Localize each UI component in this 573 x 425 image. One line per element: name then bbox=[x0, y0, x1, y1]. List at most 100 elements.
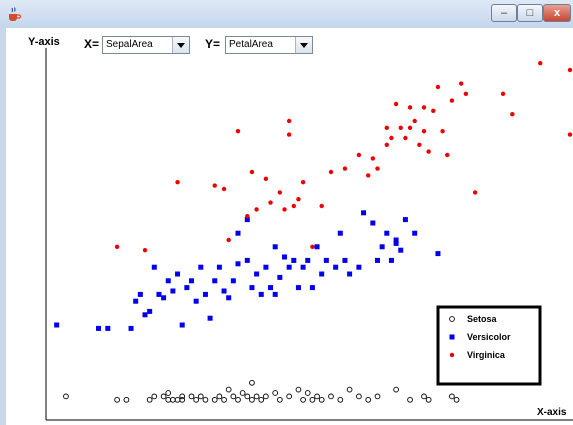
virginica-point bbox=[277, 190, 283, 195]
versicolor-point bbox=[272, 291, 278, 297]
close-button[interactable]: x bbox=[543, 4, 571, 22]
versicolor-point bbox=[235, 261, 241, 267]
virginica-point bbox=[310, 244, 315, 249]
virginica-point bbox=[245, 214, 250, 219]
virginica-point bbox=[300, 180, 306, 185]
setosa-point bbox=[277, 396, 283, 403]
versicolor-point bbox=[151, 264, 157, 270]
setosa-point bbox=[123, 396, 130, 403]
versicolor-point bbox=[388, 257, 394, 263]
virginica-point bbox=[212, 183, 217, 188]
y-attribute-select[interactable]: PetalArea bbox=[225, 36, 313, 54]
virginica-point bbox=[366, 173, 371, 178]
versicolor-point bbox=[142, 312, 148, 318]
virginica-point bbox=[426, 149, 431, 154]
setosa-point bbox=[272, 390, 279, 396]
setosa-point bbox=[249, 396, 255, 403]
virginica-point bbox=[221, 186, 227, 192]
versicolor-point bbox=[221, 288, 227, 294]
setosa-point bbox=[235, 396, 241, 403]
x-attribute-select[interactable]: SepalArea bbox=[102, 36, 190, 54]
setosa-point bbox=[174, 396, 181, 403]
virginica-point bbox=[412, 118, 417, 124]
virginica-point bbox=[268, 200, 273, 205]
virginica-point bbox=[407, 105, 413, 110]
virginica-point bbox=[421, 105, 427, 110]
virginica-point bbox=[175, 180, 180, 185]
versicolor-point bbox=[249, 285, 255, 291]
versicolor-point bbox=[314, 244, 320, 250]
virginica-point bbox=[263, 176, 269, 181]
versicolor-point bbox=[375, 257, 380, 263]
setosa-point bbox=[239, 390, 246, 396]
virginica-point bbox=[435, 84, 441, 90]
virginica-point bbox=[567, 67, 573, 73]
virginica-point bbox=[463, 91, 469, 97]
versicolor-point bbox=[282, 254, 287, 260]
versicolor-point bbox=[254, 271, 260, 277]
y-attribute-value: PetalArea bbox=[229, 39, 273, 50]
versicolor-point bbox=[384, 230, 390, 236]
x-axis-title: X-axis bbox=[537, 407, 567, 418]
setosa-point bbox=[221, 396, 227, 403]
versicolor-point bbox=[96, 325, 101, 331]
chevron-down-icon[interactable] bbox=[295, 37, 312, 53]
minimize-button[interactable]: – bbox=[491, 4, 517, 22]
versicolor-point bbox=[342, 257, 348, 263]
versicolor-point bbox=[398, 247, 404, 253]
virginica-point bbox=[459, 81, 464, 86]
setosa-point bbox=[365, 396, 372, 403]
legend-versicolor-marker bbox=[449, 334, 455, 340]
versicolor-point bbox=[226, 295, 232, 301]
virginica-point bbox=[384, 142, 389, 147]
virginica-point bbox=[389, 135, 394, 141]
versicolor-point bbox=[207, 315, 213, 321]
plot-points bbox=[54, 61, 573, 403]
versicolor-point bbox=[272, 244, 278, 250]
versicolor-point bbox=[268, 285, 274, 291]
versicolor-point bbox=[244, 217, 250, 223]
setosa-point bbox=[253, 393, 260, 400]
setosa-point bbox=[263, 393, 269, 400]
versicolor-point bbox=[300, 264, 306, 270]
virginica-point bbox=[440, 129, 445, 134]
setosa-point bbox=[230, 393, 237, 400]
maximize-button[interactable]: □ bbox=[517, 4, 543, 22]
virginica-point bbox=[407, 125, 413, 130]
setosa-point bbox=[356, 393, 362, 400]
virginica-point bbox=[342, 166, 348, 171]
versicolor-point bbox=[175, 271, 181, 277]
legend-versicolor-label: Versicolor bbox=[467, 332, 511, 342]
setosa-point bbox=[146, 396, 153, 403]
setosa-point bbox=[346, 386, 353, 393]
versicolor-point bbox=[198, 264, 204, 270]
virginica-point bbox=[249, 169, 255, 175]
virginica-point bbox=[449, 98, 455, 103]
legend-setosa-label: Setosa bbox=[467, 314, 498, 324]
setosa-point bbox=[393, 386, 399, 393]
setosa-point bbox=[337, 396, 344, 403]
setosa-point bbox=[328, 393, 334, 400]
setosa-point bbox=[179, 396, 186, 403]
versicolor-point bbox=[393, 240, 399, 246]
versicolor-point bbox=[309, 285, 315, 291]
java-cup-icon bbox=[9, 7, 22, 21]
virginica-point bbox=[421, 129, 427, 134]
virginica-point bbox=[370, 156, 376, 161]
virginica-point bbox=[235, 129, 241, 134]
chevron-down-icon[interactable] bbox=[172, 37, 189, 53]
setosa-point bbox=[170, 396, 176, 403]
versicolor-point bbox=[356, 264, 362, 270]
setosa-point bbox=[225, 386, 232, 393]
versicolor-point bbox=[230, 278, 236, 284]
versicolor-point bbox=[295, 285, 301, 291]
virginica-point bbox=[472, 190, 478, 195]
versicolor-point bbox=[258, 291, 264, 297]
versicolor-point bbox=[361, 210, 367, 216]
versicolor-point bbox=[402, 217, 408, 223]
virginica-point bbox=[538, 61, 543, 66]
versicolor-point bbox=[323, 257, 329, 263]
setosa-point bbox=[318, 396, 325, 403]
setosa-point bbox=[216, 393, 223, 400]
